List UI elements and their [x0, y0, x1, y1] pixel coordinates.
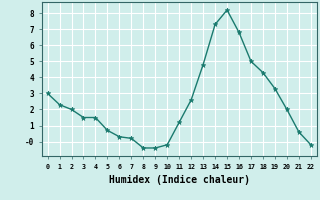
X-axis label: Humidex (Indice chaleur): Humidex (Indice chaleur): [109, 175, 250, 185]
